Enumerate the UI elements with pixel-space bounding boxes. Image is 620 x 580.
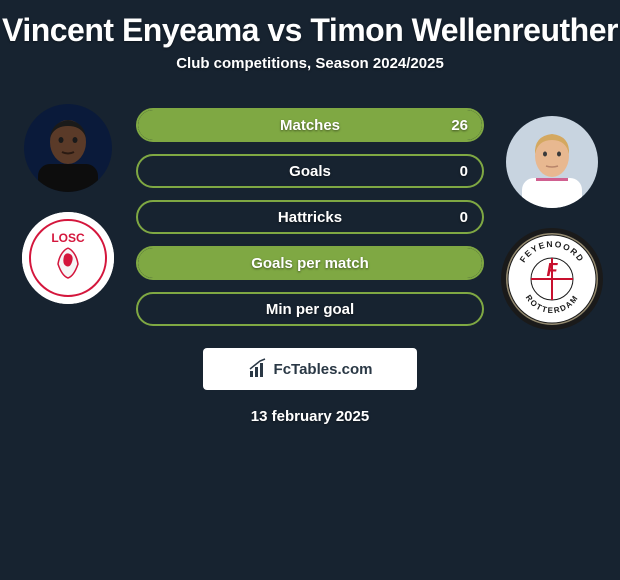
stat-label: Matches [280,117,340,134]
stat-bar: Goals per match [136,246,484,280]
stat-label: Hattricks [278,209,342,226]
chart-icon [248,358,270,380]
player2-avatar [506,116,598,208]
stat-bar: Goals 0 [136,154,484,188]
player1-column: LOSC [8,98,128,304]
subtitle: Club competitions, Season 2024/2025 [0,55,620,98]
club2-badge: FEYENOORD ROTTERDAM F [501,228,603,330]
attribution-badge: FcTables.com [203,348,417,390]
stat-bar: Hattricks 0 [136,200,484,234]
stat-bar: Min per goal [136,292,484,326]
stat-value: 0 [460,163,468,180]
comparison-card: Vincent Enyeama vs Timon Wellenreuther C… [0,0,620,425]
stat-bar: Matches 26 [136,108,484,142]
stat-bars: Matches 26 Goals 0 Hattricks 0 Goals per match… [128,98,492,326]
attribution-text: FcTables.com [274,361,373,378]
page-title: Vincent Enyeama vs Timon Wellenreuther [0,0,620,55]
club1-badge: LOSC [22,212,114,304]
content-row: LOSC Matches 26 Goals 0 Hattricks 0 Goals per … [0,98,620,330]
stat-label: Goals per match [251,255,369,272]
stat-label: Goals [289,163,331,180]
date-text: 13 february 2025 [0,390,620,425]
svg-text:LOSC: LOSC [51,231,85,245]
player1-avatar [24,104,112,192]
stat-label: Min per goal [266,301,354,318]
stat-value: 0 [460,209,468,226]
stat-value: 26 [451,117,468,134]
svg-text:F: F [547,260,559,280]
player2-column: FEYENOORD ROTTERDAM F [492,98,612,330]
